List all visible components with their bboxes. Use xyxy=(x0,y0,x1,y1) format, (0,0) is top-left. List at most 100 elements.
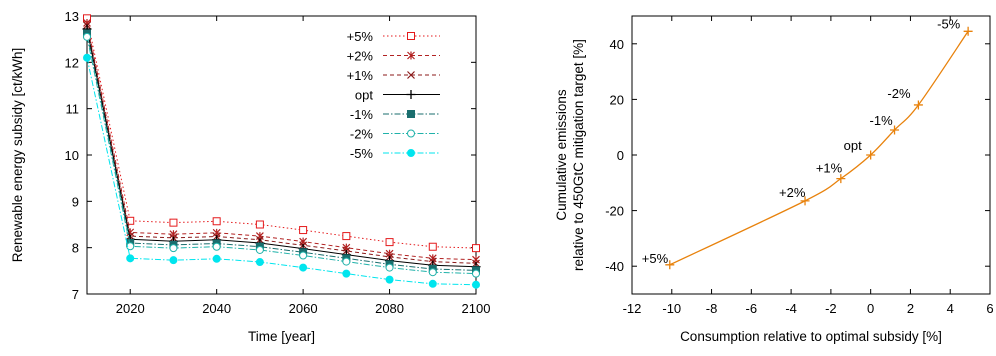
x-tick-label: 2020 xyxy=(116,301,145,316)
legend-entry: +5% xyxy=(347,29,440,44)
series-line xyxy=(86,22,477,261)
data-point xyxy=(342,257,351,266)
x-tick-label: 4 xyxy=(947,301,954,316)
y-tick-label: -40 xyxy=(605,259,624,274)
y-tick-label: 8 xyxy=(72,241,79,256)
y-tick-label: 0 xyxy=(617,148,624,163)
data-point xyxy=(890,125,900,135)
series--1% xyxy=(83,29,480,275)
x-tick-label: -8 xyxy=(706,301,718,316)
y-axis-label: relative to 450GtC mitigation target [%] xyxy=(571,39,586,271)
x-tick-label: 6 xyxy=(986,301,993,316)
data-point xyxy=(169,244,178,253)
data-point xyxy=(428,279,437,288)
legend-label: +5% xyxy=(347,29,374,44)
series-line xyxy=(86,57,477,286)
y-tick-label: 11 xyxy=(66,102,80,117)
data-point xyxy=(299,251,308,260)
legend-marker xyxy=(407,51,415,60)
x-tick-label: 2060 xyxy=(289,301,318,316)
legend-label: opt xyxy=(355,88,373,103)
data-point xyxy=(472,269,480,278)
point-label: +5% xyxy=(642,251,669,266)
y-tick-label: 20 xyxy=(610,92,624,107)
y-tick-label: 10 xyxy=(65,148,79,163)
point-label: -1% xyxy=(870,113,894,128)
legend-label: -5% xyxy=(350,146,374,161)
series-+5% xyxy=(83,14,480,253)
legend-entry: -2% xyxy=(350,127,440,142)
data-point xyxy=(665,260,675,270)
x-tick-label: -6 xyxy=(746,301,758,316)
y-tick-label: 7 xyxy=(72,287,79,302)
point-label: opt xyxy=(844,138,862,153)
series--2% xyxy=(83,32,480,278)
subsidy-chart: 2020 2040 2060 2080 2100 7 8 9 10 11 12 13 Time [yea… xyxy=(10,9,490,344)
series-emissions xyxy=(665,26,973,270)
x-tick-label: 0 xyxy=(867,301,874,316)
x-tick-label: -10 xyxy=(662,301,681,316)
x-tick-label: 2040 xyxy=(202,301,231,316)
data-point xyxy=(169,218,178,227)
data-point xyxy=(385,263,394,272)
x-tick-label: 2080 xyxy=(375,301,404,316)
point-label: +1% xyxy=(816,161,843,176)
series--5% xyxy=(83,53,480,289)
legend-label: -1% xyxy=(350,107,374,122)
x-tick-label: 2100 xyxy=(462,301,491,316)
legend-marker xyxy=(407,129,415,138)
y-tick-label: 40 xyxy=(610,37,624,52)
point-label: -2% xyxy=(887,86,911,101)
series-opt xyxy=(82,24,481,272)
data-point xyxy=(169,256,178,265)
legend-entry: -1% xyxy=(350,107,440,122)
data-point xyxy=(212,242,221,251)
series-line xyxy=(86,25,477,264)
data-point xyxy=(385,275,394,284)
series-line xyxy=(86,28,477,268)
data-point xyxy=(299,226,308,235)
data-point xyxy=(428,268,437,277)
data-point xyxy=(913,100,923,110)
legend-label: +2% xyxy=(347,49,374,64)
y-axis-label: Renewable energy subsidy [ct/kWh] xyxy=(10,48,25,263)
data-point xyxy=(428,242,437,251)
point-label: -5% xyxy=(937,16,961,31)
x-axis-label: Consumption relative to optimal subsidy … xyxy=(680,329,942,344)
x-tick-label: 2 xyxy=(907,301,914,316)
x-tick-label: -4 xyxy=(785,301,797,316)
data-point xyxy=(800,196,810,206)
data-point xyxy=(126,242,135,251)
data-point xyxy=(866,150,876,160)
legend-entry: +2% xyxy=(347,49,440,64)
data-point xyxy=(255,245,264,254)
legend-entry: -5% xyxy=(350,146,440,161)
y-tick-label: 12 xyxy=(65,55,79,70)
data-point xyxy=(385,238,394,247)
series-line xyxy=(669,30,969,266)
data-point xyxy=(212,217,221,226)
data-point xyxy=(342,269,351,278)
y-tick-label: -20 xyxy=(605,204,624,219)
y-tick-label: 13 xyxy=(65,9,79,24)
data-point xyxy=(836,174,846,184)
data-point xyxy=(472,244,480,253)
plot-frame xyxy=(631,15,991,295)
data-point xyxy=(83,32,91,41)
data-point xyxy=(255,258,264,267)
y-axis-label: Cumulative emissions xyxy=(554,89,569,221)
legend-marker xyxy=(407,110,415,118)
legend-entry: +1% xyxy=(347,68,440,83)
x-axis-label: Time [year] xyxy=(248,329,315,344)
legend-entry: opt xyxy=(355,88,440,103)
data-point xyxy=(212,254,221,263)
data-point xyxy=(255,220,264,229)
legend-label: -2% xyxy=(350,127,374,142)
data-point xyxy=(126,254,135,263)
legend-marker xyxy=(407,149,415,157)
legend-marker xyxy=(407,71,415,79)
legend-label: +1% xyxy=(347,68,374,83)
point-label: +2% xyxy=(779,185,806,200)
series-line xyxy=(86,18,477,249)
